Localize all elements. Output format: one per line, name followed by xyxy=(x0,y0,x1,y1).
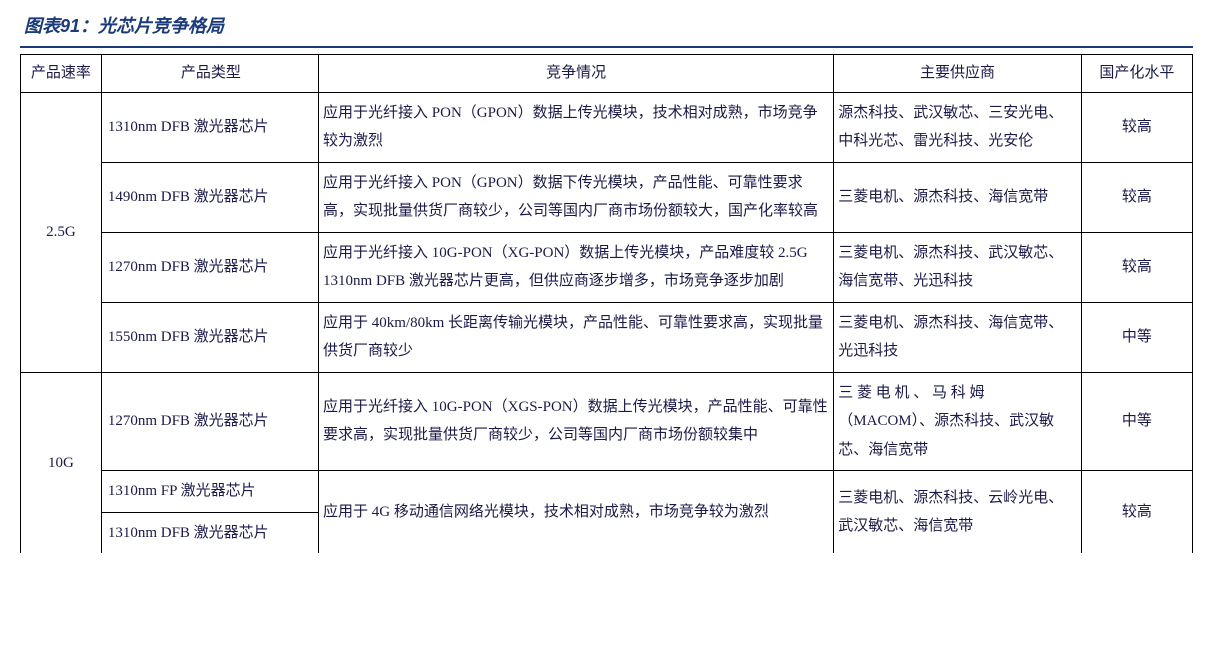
competition-cell: 应用于光纤接入 10G-PON（XGS-PON）数据上传光模块，产品性能、可靠性… xyxy=(319,372,834,471)
table-row: 1310nm FP 激光器芯片 应用于 4G 移动通信网络光模块，技术相对成熟，… xyxy=(21,471,1193,513)
table-row: 2.5G 1310nm DFB 激光器芯片 应用于光纤接入 PON（GPON）数… xyxy=(21,92,1193,162)
competition-cell: 应用于 4G 移动通信网络光模块，技术相对成熟，市场竞争较为激烈 xyxy=(319,471,834,554)
supplier-cell: 三菱电机、源杰科技、云岭光电、武汉敏芯、海信宽带 xyxy=(834,471,1082,554)
competition-cell: 应用于光纤接入 10G-PON（XG-PON）数据上传光模块，产品难度较 2.5… xyxy=(319,232,834,302)
speed-cell: 2.5G xyxy=(21,92,102,372)
type-cell: 1310nm DFB 激光器芯片 xyxy=(101,92,318,162)
level-cell: 较高 xyxy=(1081,471,1192,554)
chart-title: 图表91：光芯片竞争格局 xyxy=(20,8,1193,48)
type-cell: 1310nm FP 激光器芯片 xyxy=(101,471,318,513)
level-cell: 较高 xyxy=(1081,162,1192,232)
level-cell: 中等 xyxy=(1081,372,1192,471)
supplier-cell: 三 菱 电 机 、 马 科 姆（MACOM）、源杰科技、武汉敏芯、海信宽带 xyxy=(834,372,1082,471)
competition-table: 产品速率 产品类型 竞争情况 主要供应商 国产化水平 2.5G 1310nm D… xyxy=(20,54,1193,553)
type-cell: 1270nm DFB 激光器芯片 xyxy=(101,372,318,471)
supplier-cell: 三菱电机、源杰科技、海信宽带、光迅科技 xyxy=(834,302,1082,372)
col-header-speed: 产品速率 xyxy=(21,55,102,93)
col-header-competition: 竞争情况 xyxy=(319,55,834,93)
supplier-cell: 三菱电机、源杰科技、海信宽带 xyxy=(834,162,1082,232)
table-row: 1490nm DFB 激光器芯片 应用于光纤接入 PON（GPON）数据下传光模… xyxy=(21,162,1193,232)
supplier-cell: 三菱电机、源杰科技、武汉敏芯、海信宽带、光迅科技 xyxy=(834,232,1082,302)
col-header-supplier: 主要供应商 xyxy=(834,55,1082,93)
type-cell: 1310nm DFB 激光器芯片 xyxy=(101,512,318,553)
type-cell: 1550nm DFB 激光器芯片 xyxy=(101,302,318,372)
type-cell: 1490nm DFB 激光器芯片 xyxy=(101,162,318,232)
col-header-level: 国产化水平 xyxy=(1081,55,1192,93)
competition-cell: 应用于光纤接入 PON（GPON）数据下传光模块，产品性能、可靠性要求高，实现批… xyxy=(319,162,834,232)
level-cell: 较高 xyxy=(1081,92,1192,162)
speed-cell: 10G xyxy=(21,372,102,553)
table-row: 1550nm DFB 激光器芯片 应用于 40km/80km 长距离传输光模块，… xyxy=(21,302,1193,372)
header-row: 产品速率 产品类型 竞争情况 主要供应商 国产化水平 xyxy=(21,55,1193,93)
title-main: 光芯片竞争格局 xyxy=(98,16,224,36)
col-header-type: 产品类型 xyxy=(101,55,318,93)
type-cell: 1270nm DFB 激光器芯片 xyxy=(101,232,318,302)
table-row: 10G 1270nm DFB 激光器芯片 应用于光纤接入 10G-PON（XGS… xyxy=(21,372,1193,471)
level-cell: 较高 xyxy=(1081,232,1192,302)
competition-cell: 应用于光纤接入 PON（GPON）数据上传光模块，技术相对成熟，市场竞争较为激烈 xyxy=(319,92,834,162)
table-row: 1270nm DFB 激光器芯片 应用于光纤接入 10G-PON（XG-PON）… xyxy=(21,232,1193,302)
title-prefix: 图表91： xyxy=(24,16,98,36)
level-cell: 中等 xyxy=(1081,302,1192,372)
supplier-cell: 源杰科技、武汉敏芯、三安光电、中科光芯、雷光科技、光安伦 xyxy=(834,92,1082,162)
competition-cell: 应用于 40km/80km 长距离传输光模块，产品性能、可靠性要求高，实现批量供… xyxy=(319,302,834,372)
